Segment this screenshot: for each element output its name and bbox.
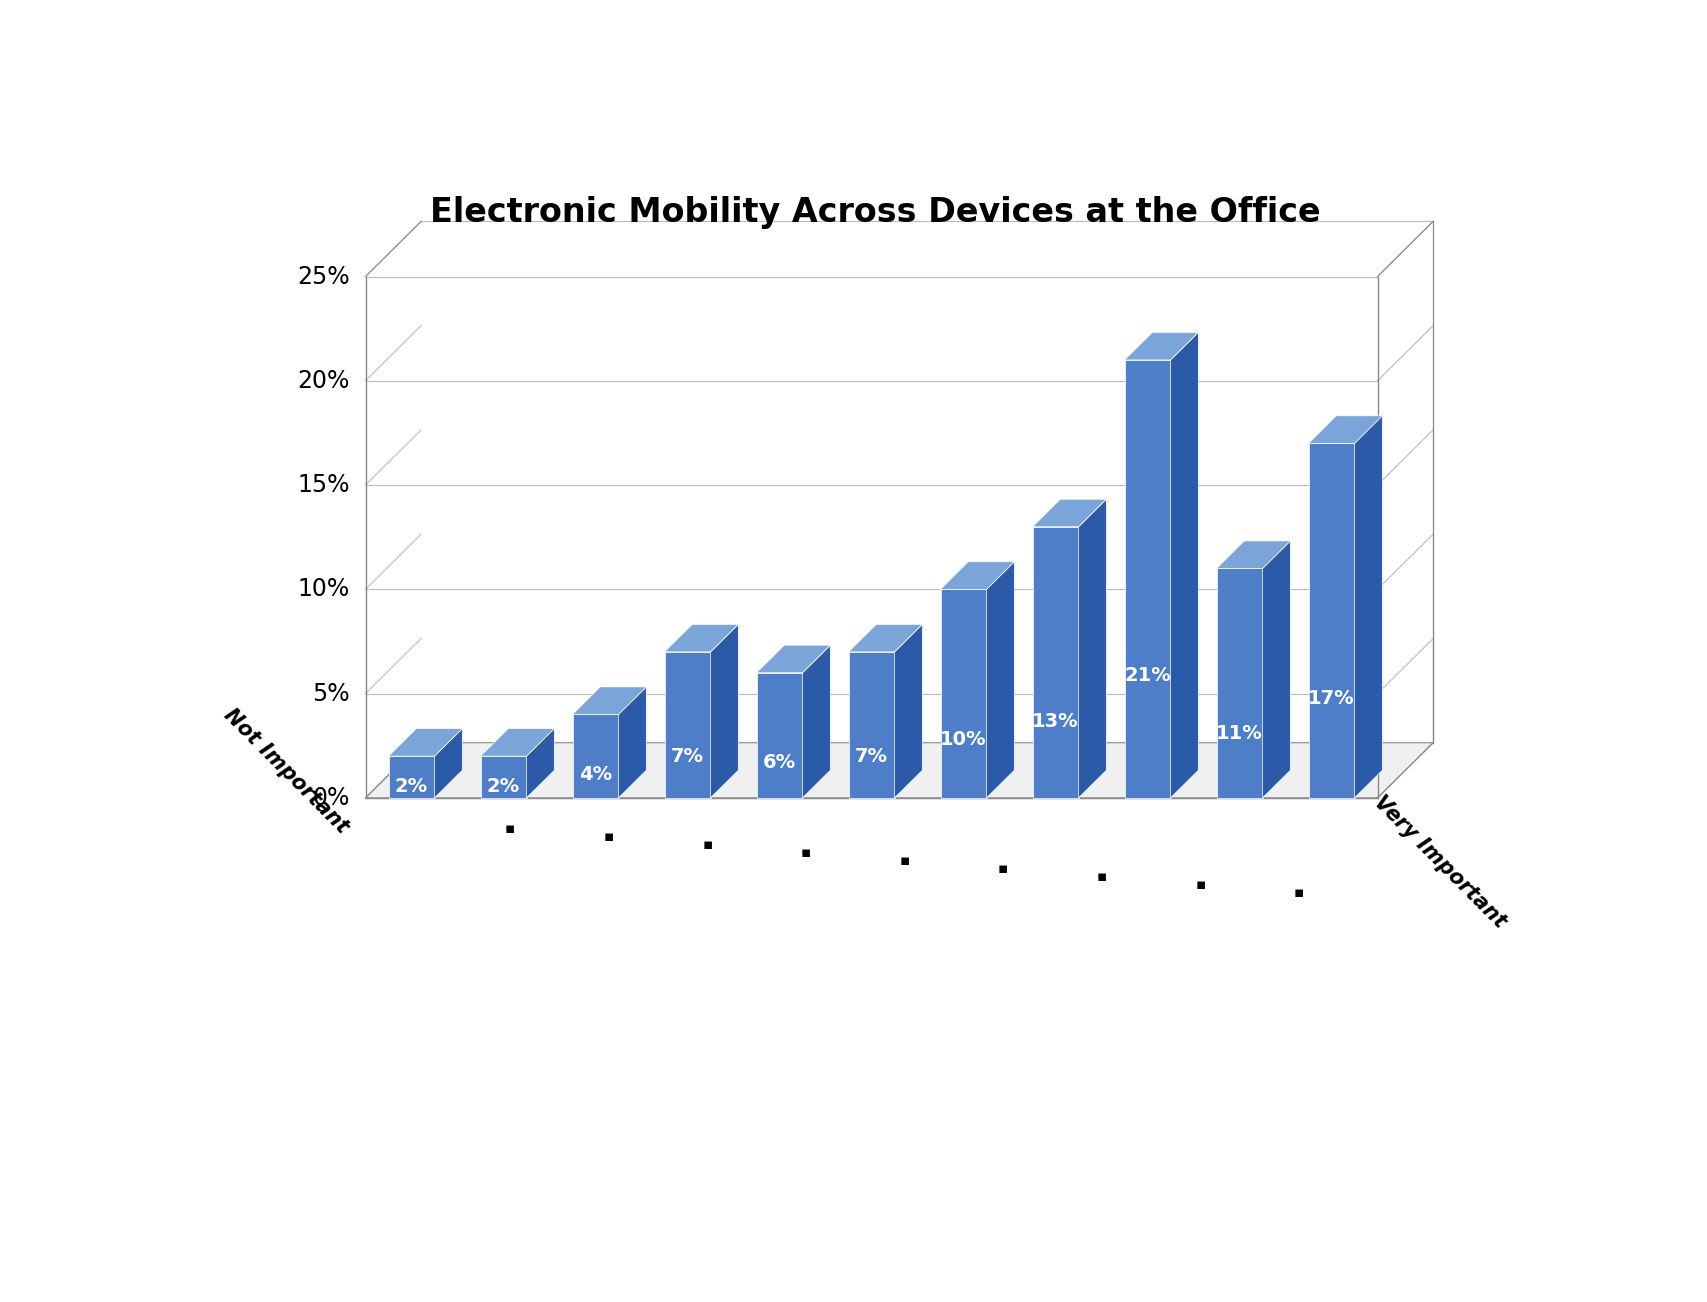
Polygon shape: [1217, 540, 1290, 569]
Polygon shape: [435, 729, 463, 798]
Polygon shape: [941, 561, 1014, 590]
Polygon shape: [480, 729, 555, 756]
Text: 7%: 7%: [671, 747, 703, 767]
Text: 10%: 10%: [941, 730, 987, 749]
Text: Not Important: Not Important: [220, 704, 352, 837]
Text: ▪: ▪: [604, 829, 615, 844]
Polygon shape: [987, 561, 1014, 798]
Polygon shape: [1309, 415, 1383, 444]
Text: ▪: ▪: [702, 837, 712, 852]
Polygon shape: [1033, 499, 1106, 527]
Polygon shape: [1033, 527, 1079, 798]
Text: 10%: 10%: [297, 577, 350, 602]
Polygon shape: [710, 625, 739, 798]
Text: ▪: ▪: [1294, 885, 1304, 900]
Text: 15%: 15%: [297, 473, 350, 497]
Text: 2%: 2%: [486, 777, 521, 796]
Polygon shape: [480, 756, 526, 798]
Polygon shape: [1217, 569, 1263, 798]
Text: ▪: ▪: [1096, 868, 1108, 884]
Polygon shape: [1355, 415, 1383, 798]
Text: 21%: 21%: [1125, 665, 1171, 685]
Text: 17%: 17%: [1308, 689, 1355, 708]
Polygon shape: [941, 590, 987, 798]
Polygon shape: [802, 646, 830, 798]
Text: 2%: 2%: [394, 777, 428, 796]
Polygon shape: [756, 673, 802, 798]
Polygon shape: [664, 652, 710, 798]
Text: Electronic Mobility Across Devices at the Office: Electronic Mobility Across Devices at th…: [430, 197, 1320, 229]
Polygon shape: [1309, 444, 1355, 798]
Polygon shape: [526, 729, 555, 798]
Text: 13%: 13%: [1033, 712, 1079, 732]
Text: 11%: 11%: [1215, 724, 1263, 743]
Text: ▪: ▪: [1195, 878, 1205, 892]
Text: 20%: 20%: [297, 368, 350, 393]
Polygon shape: [756, 646, 830, 673]
Text: 25%: 25%: [297, 264, 350, 289]
Polygon shape: [1125, 359, 1171, 798]
Polygon shape: [664, 625, 739, 652]
Polygon shape: [618, 687, 647, 798]
Polygon shape: [572, 687, 647, 715]
Text: 6%: 6%: [763, 754, 795, 772]
Text: 0%: 0%: [312, 786, 350, 810]
Polygon shape: [365, 742, 1434, 798]
Text: ▪: ▪: [801, 845, 811, 861]
Polygon shape: [1079, 499, 1106, 798]
Polygon shape: [848, 652, 894, 798]
Text: Very Important: Very Important: [1369, 793, 1509, 932]
Text: ▪: ▪: [999, 861, 1009, 876]
Text: ▪: ▪: [505, 822, 516, 836]
Text: 5%: 5%: [312, 682, 350, 706]
Polygon shape: [894, 625, 922, 798]
Polygon shape: [848, 625, 922, 652]
Text: ▪: ▪: [900, 853, 910, 868]
Polygon shape: [1171, 332, 1198, 798]
Polygon shape: [1263, 540, 1290, 798]
Polygon shape: [389, 756, 435, 798]
Polygon shape: [1125, 332, 1198, 359]
Text: 4%: 4%: [579, 766, 613, 784]
Polygon shape: [389, 729, 463, 756]
Text: 7%: 7%: [855, 747, 888, 767]
Polygon shape: [572, 715, 618, 798]
